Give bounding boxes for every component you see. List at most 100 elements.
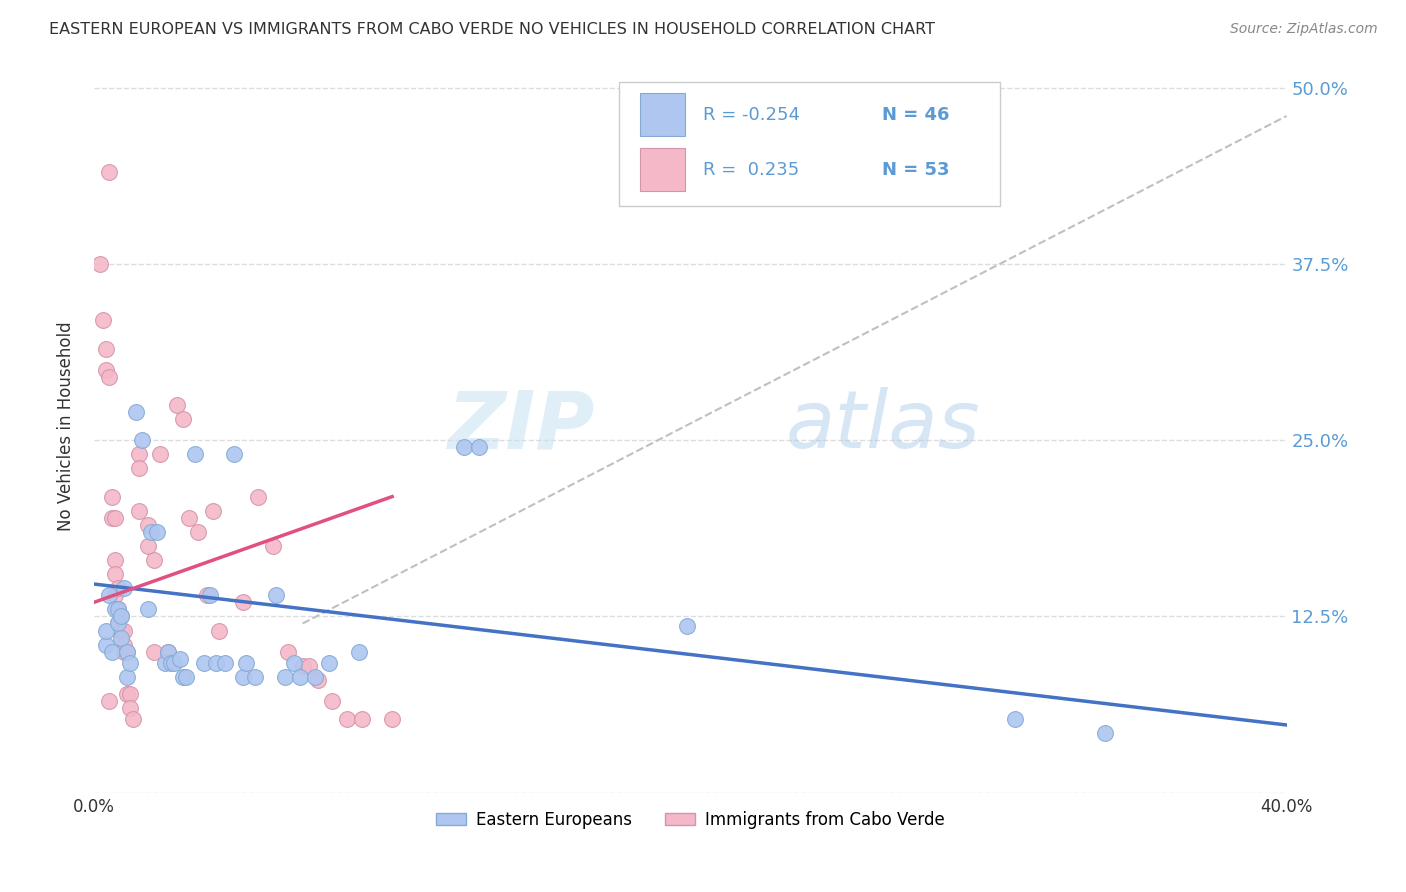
Point: [321, 694, 343, 708]
Point: [89, 257, 111, 271]
Point: [118, 656, 141, 670]
Point: [139, 524, 162, 539]
Text: R = -0.254: R = -0.254: [703, 105, 800, 124]
Point: [381, 712, 404, 726]
Point: [118, 701, 141, 715]
Text: EASTERN EUROPEAN VS IMMIGRANTS FROM CABO VERDE NO VEHICLES IN HOUSEHOLD CORRELAT: EASTERN EUROPEAN VS IMMIGRANTS FROM CABO…: [49, 22, 935, 37]
Point: [193, 656, 215, 670]
Point: [142, 645, 165, 659]
Point: [94, 638, 117, 652]
Point: [160, 656, 183, 670]
Point: [101, 645, 124, 659]
Point: [107, 602, 129, 616]
Point: [297, 658, 319, 673]
Point: [676, 619, 699, 633]
Point: [97, 165, 120, 179]
Point: [352, 712, 374, 726]
Point: [304, 670, 326, 684]
Point: [128, 447, 150, 461]
Point: [91, 313, 114, 327]
Point: [131, 434, 153, 448]
Point: [101, 490, 124, 504]
Point: [232, 595, 254, 609]
Point: [283, 656, 305, 670]
Point: [155, 656, 177, 670]
Point: [205, 656, 228, 670]
Point: [97, 694, 120, 708]
Point: [94, 624, 117, 638]
Point: [107, 602, 129, 616]
Point: [1004, 712, 1026, 726]
Point: [115, 670, 138, 684]
Point: [262, 539, 284, 553]
Point: [291, 658, 314, 673]
Point: [110, 609, 132, 624]
Point: [142, 553, 165, 567]
Point: [163, 656, 186, 670]
Point: [115, 645, 138, 659]
Point: [128, 461, 150, 475]
Point: [107, 581, 129, 595]
Point: [121, 712, 143, 726]
Point: [110, 624, 132, 638]
Point: [104, 510, 127, 524]
Point: [1094, 726, 1116, 740]
Point: [136, 602, 159, 616]
Point: [184, 447, 207, 461]
Point: [145, 524, 167, 539]
Point: [112, 581, 135, 595]
Legend: Eastern Europeans, Immigrants from Cabo Verde: Eastern Europeans, Immigrants from Cabo …: [429, 805, 952, 836]
Point: [208, 624, 231, 638]
Point: [222, 447, 245, 461]
Text: Source: ZipAtlas.com: Source: ZipAtlas.com: [1230, 22, 1378, 37]
Point: [115, 687, 138, 701]
Point: [112, 638, 135, 652]
Point: [318, 656, 340, 670]
Point: [264, 588, 287, 602]
Point: [307, 673, 329, 687]
Point: [232, 670, 254, 684]
Point: [349, 645, 371, 659]
Point: [179, 510, 201, 524]
Point: [94, 363, 117, 377]
Point: [136, 517, 159, 532]
Point: [243, 670, 266, 684]
Point: [104, 567, 127, 582]
Point: [118, 687, 141, 701]
Point: [157, 645, 180, 659]
FancyBboxPatch shape: [640, 148, 686, 191]
Point: [115, 645, 138, 659]
Point: [110, 631, 132, 645]
Point: [277, 645, 299, 659]
Point: [104, 588, 127, 602]
Point: [169, 651, 191, 665]
Point: [172, 670, 194, 684]
Point: [336, 712, 359, 726]
Point: [157, 645, 180, 659]
Point: [235, 656, 257, 670]
Text: ZIP: ZIP: [447, 387, 595, 465]
Point: [97, 588, 120, 602]
Point: [107, 616, 129, 631]
Point: [107, 616, 129, 631]
Point: [166, 398, 188, 412]
Point: [104, 602, 127, 616]
Y-axis label: No Vehicles in Household: No Vehicles in Household: [58, 321, 75, 531]
FancyBboxPatch shape: [619, 81, 1000, 206]
Point: [195, 588, 218, 602]
Point: [274, 670, 297, 684]
Text: R =  0.235: R = 0.235: [703, 161, 800, 178]
Point: [453, 440, 475, 454]
Point: [467, 440, 489, 454]
Point: [200, 588, 222, 602]
Text: atlas: atlas: [786, 387, 980, 465]
Text: N = 53: N = 53: [883, 161, 950, 178]
Point: [187, 524, 209, 539]
Point: [128, 504, 150, 518]
Point: [288, 670, 311, 684]
Text: N = 46: N = 46: [883, 105, 950, 124]
Point: [94, 342, 117, 356]
FancyBboxPatch shape: [640, 94, 686, 136]
Point: [214, 656, 236, 670]
Point: [148, 447, 170, 461]
